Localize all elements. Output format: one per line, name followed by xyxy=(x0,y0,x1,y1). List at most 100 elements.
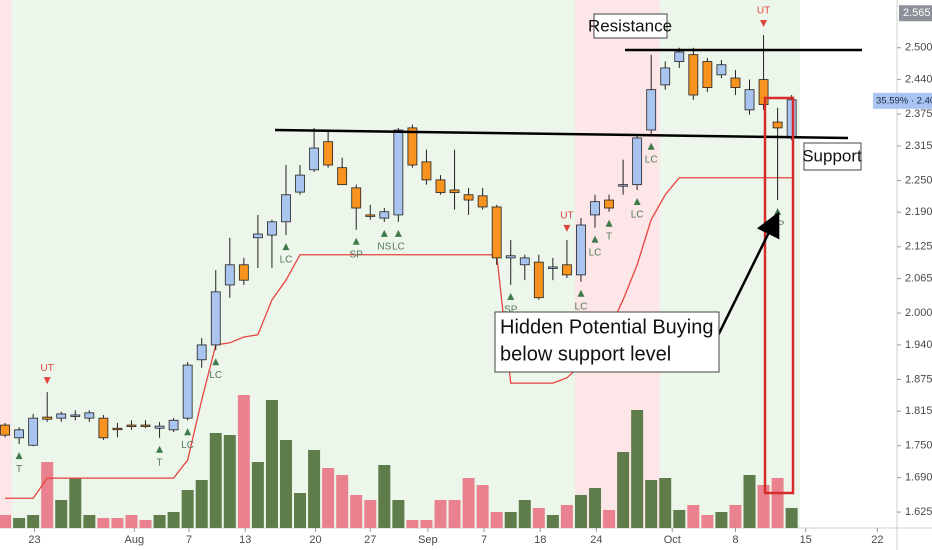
candle-body xyxy=(576,224,586,276)
volume-bar xyxy=(420,520,433,528)
signal-marker xyxy=(352,237,360,245)
candle-body xyxy=(772,121,783,129)
volume-bar xyxy=(617,452,630,528)
volume-bar xyxy=(111,518,124,528)
annotations: Resistance Support Hidden Potential Buyi… xyxy=(274,13,862,495)
volume-bar xyxy=(589,488,602,528)
x-tick-label: Oct xyxy=(664,534,681,546)
candle-body xyxy=(309,147,319,171)
candle-body xyxy=(533,261,544,299)
x-tick-label: 8 xyxy=(732,534,738,546)
volume-bar xyxy=(336,475,349,528)
volume-bar xyxy=(504,512,517,528)
volume-bar xyxy=(125,515,138,528)
candle-body xyxy=(674,51,685,62)
volume-bar xyxy=(41,462,54,528)
volume-bar xyxy=(223,435,236,528)
volume-bar xyxy=(560,505,573,528)
volume-bar xyxy=(97,518,110,528)
y-tick-label: 2.250 xyxy=(905,174,932,186)
volume-bar xyxy=(209,433,222,528)
volume-bar xyxy=(195,480,208,528)
x-tick-label: 15 xyxy=(800,534,812,546)
y-tick-label: 2.190 xyxy=(905,206,932,218)
candle-body xyxy=(688,54,699,96)
signal-marker xyxy=(577,289,585,297)
resistance-label: Resistance xyxy=(588,16,672,35)
volume-bar xyxy=(659,478,672,528)
note-box xyxy=(494,311,720,373)
signal-label: UT xyxy=(560,210,573,221)
volume-bar xyxy=(13,518,26,528)
candle-body xyxy=(238,264,249,281)
volume-bar xyxy=(364,500,377,528)
volume-bar xyxy=(27,515,40,528)
signal-label: LC xyxy=(209,370,222,381)
signal-label: LC xyxy=(181,440,194,451)
y-tick-label: 1.750 xyxy=(905,440,932,452)
candle-body xyxy=(112,427,123,431)
signal-label: T xyxy=(16,464,22,475)
signal-label: LC xyxy=(631,210,644,221)
note-line: Hidden Potential Buying xyxy=(500,316,713,338)
highlight-box xyxy=(763,96,795,495)
volume-bar xyxy=(392,500,405,528)
y-tick-label: 1.815 xyxy=(905,405,932,417)
x-tick-label: 20 xyxy=(309,534,321,546)
candle-body xyxy=(210,291,221,346)
candle-body xyxy=(491,206,502,259)
volume-bar xyxy=(69,478,82,528)
volume-bar xyxy=(701,515,714,528)
volume-bar xyxy=(574,495,587,528)
volume-bar xyxy=(757,485,770,528)
signal-marker xyxy=(647,142,655,150)
support-box xyxy=(803,142,862,171)
volume-bar xyxy=(673,510,686,528)
volume-bar xyxy=(83,515,96,528)
signal-label: LC xyxy=(645,154,658,165)
candle-body xyxy=(421,161,432,181)
x-tick-label: Sep xyxy=(418,534,438,546)
last-marker-label: 35.59% · 2.400 xyxy=(876,95,932,106)
note-line: below support level xyxy=(500,343,671,365)
y-tick-label: 1.875 xyxy=(905,373,932,385)
volume-bar xyxy=(279,440,292,528)
volume-bar xyxy=(631,410,644,528)
last-marker-box xyxy=(873,92,932,109)
candle-body xyxy=(14,429,25,439)
candle-body xyxy=(295,174,305,193)
volume-bar xyxy=(55,500,68,528)
volume-bar xyxy=(378,465,391,528)
volume-bar xyxy=(645,480,658,528)
volume-bar xyxy=(546,515,559,528)
candle-body xyxy=(519,257,530,266)
y-tick-label: 2.000 xyxy=(905,307,932,319)
signal-label: SP xyxy=(350,249,364,260)
candle-body xyxy=(477,195,488,208)
x-tick-label: 7 xyxy=(481,534,487,546)
candle-body xyxy=(126,424,137,427)
candle-body xyxy=(590,201,600,216)
candle-body xyxy=(618,184,628,187)
signal-marker xyxy=(760,20,768,28)
candle-body xyxy=(224,264,235,286)
resistance-box xyxy=(593,13,668,39)
volume-bar xyxy=(237,395,250,528)
signal-marker xyxy=(605,219,613,227)
x-tick-label: 23 xyxy=(28,534,40,546)
x-tick-label: 27 xyxy=(364,534,376,546)
candle-body xyxy=(168,419,179,431)
candle-body xyxy=(56,413,67,419)
volume-bar xyxy=(715,512,728,528)
support-label: Support xyxy=(802,146,862,165)
candle-body xyxy=(562,264,572,276)
candle-body xyxy=(351,187,362,209)
signal-marker xyxy=(591,235,599,243)
candle-body xyxy=(505,255,516,259)
candle-body xyxy=(435,179,446,194)
candle-body xyxy=(196,344,207,361)
signal-label: UT xyxy=(41,363,54,374)
signal-marker xyxy=(212,358,220,366)
y-tick-label: 2.500 xyxy=(905,42,932,54)
signal-label: UT xyxy=(757,6,770,17)
